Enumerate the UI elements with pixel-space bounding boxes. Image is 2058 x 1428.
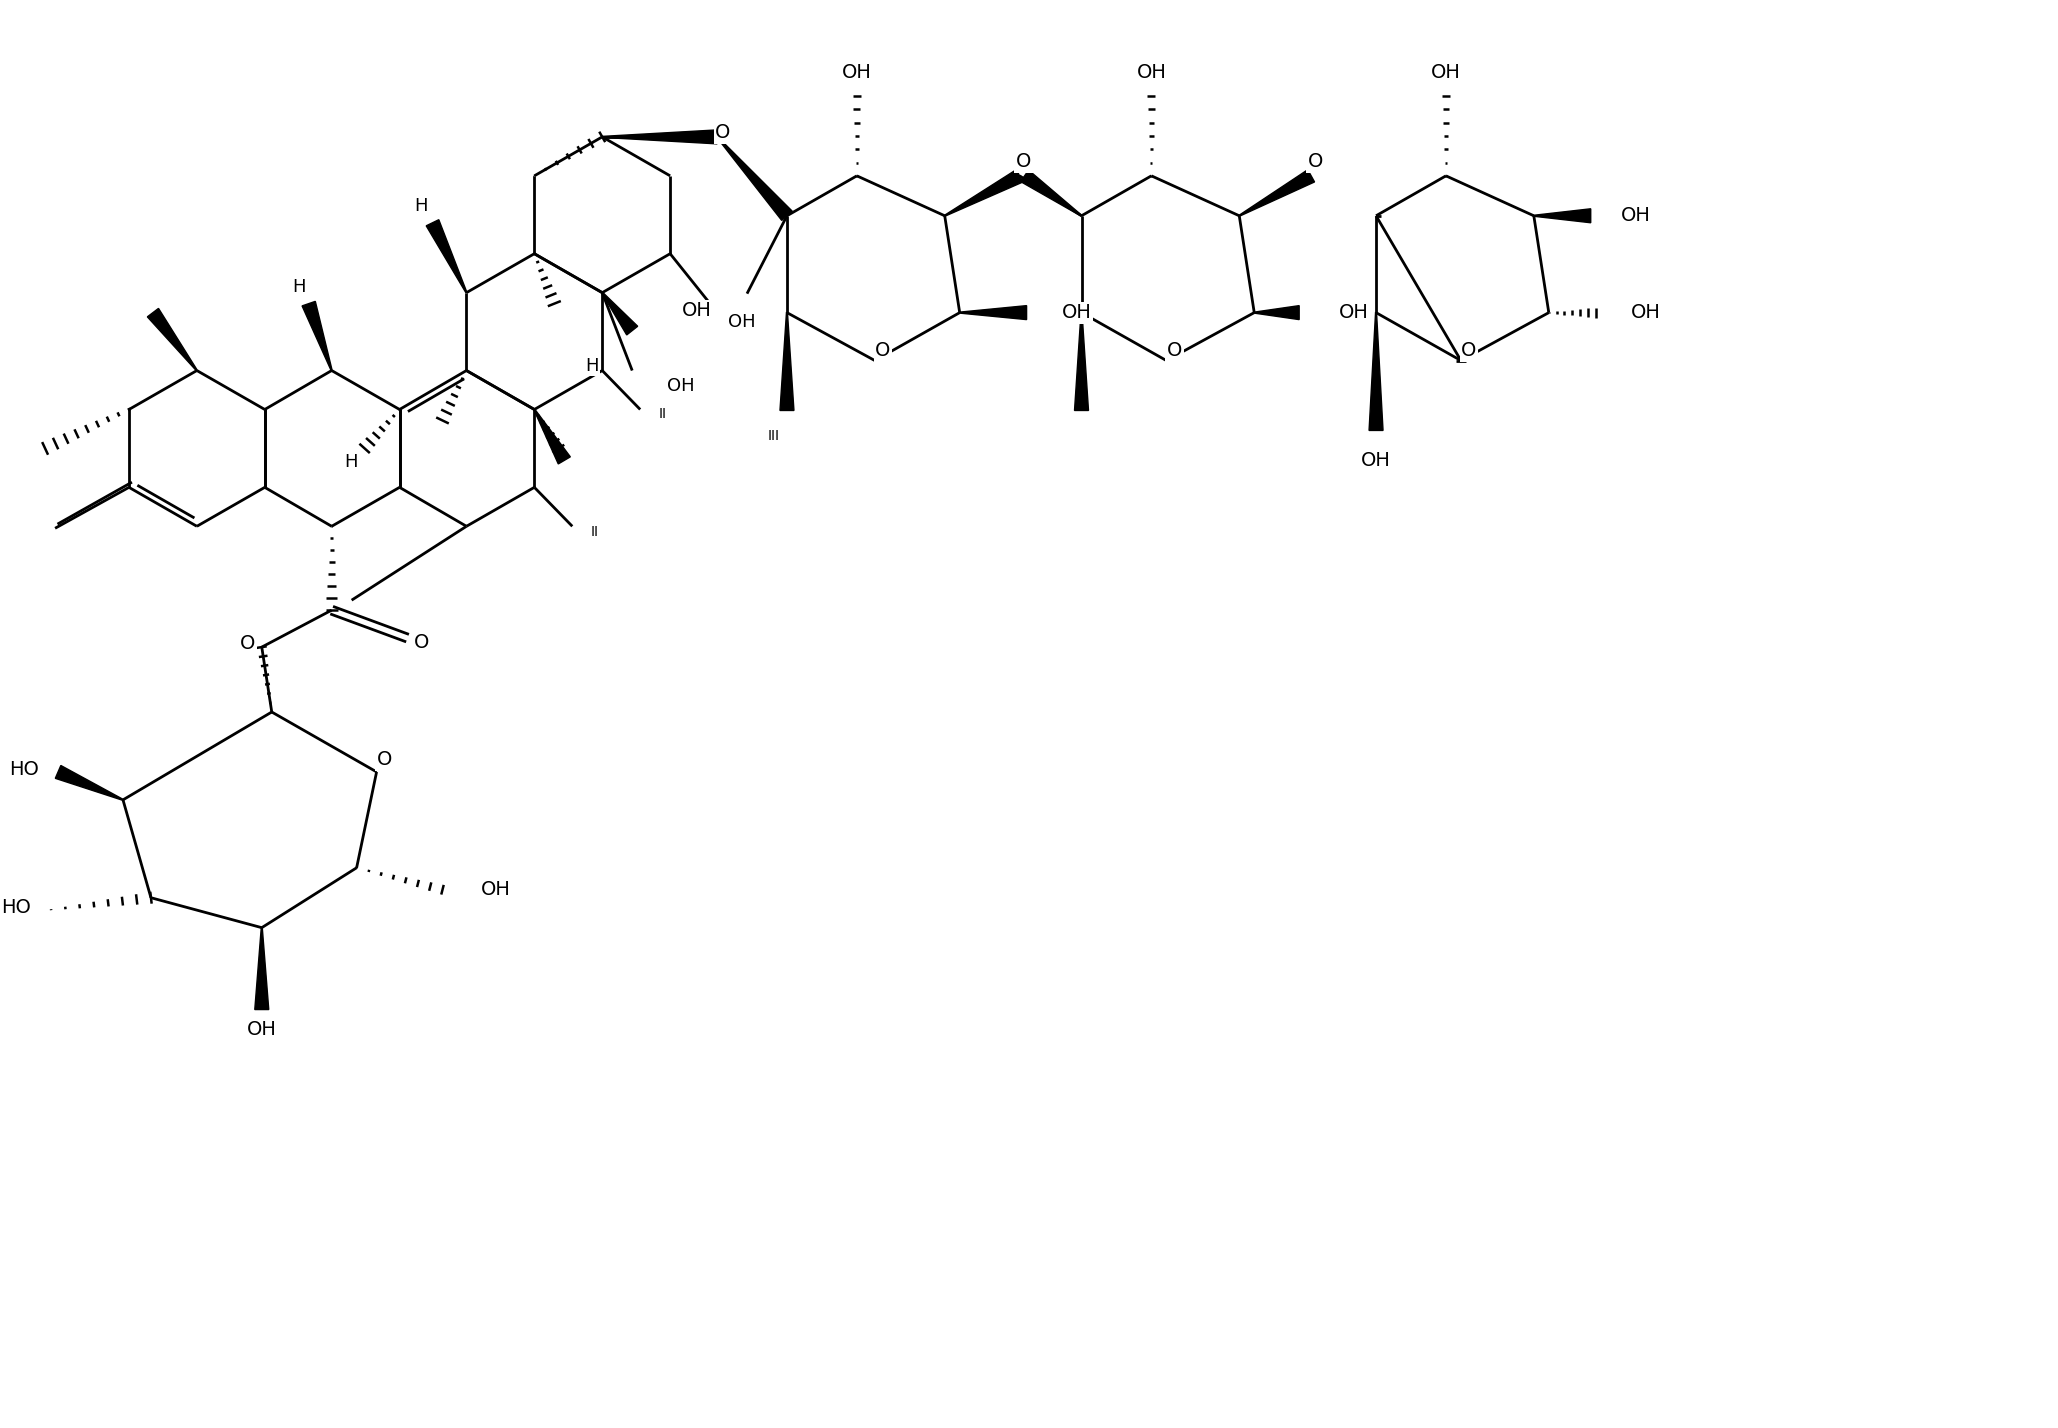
- Text: O: O: [377, 751, 393, 770]
- Polygon shape: [716, 137, 792, 220]
- Polygon shape: [1239, 170, 1315, 216]
- Text: O: O: [1017, 153, 1031, 171]
- Text: OH: OH: [1620, 206, 1651, 226]
- Polygon shape: [603, 130, 716, 144]
- Text: OH: OH: [1136, 63, 1167, 83]
- Text: OH: OH: [1360, 451, 1391, 470]
- Text: OH: OH: [1340, 303, 1369, 323]
- Text: OH: OH: [842, 63, 873, 83]
- Text: OH: OH: [1630, 303, 1661, 323]
- Text: OH: OH: [729, 313, 755, 331]
- Text: O: O: [716, 123, 731, 143]
- Polygon shape: [1074, 313, 1089, 410]
- Polygon shape: [148, 308, 198, 371]
- Polygon shape: [533, 410, 570, 464]
- Polygon shape: [426, 220, 467, 293]
- Text: O: O: [241, 634, 255, 653]
- Polygon shape: [1253, 306, 1299, 320]
- Text: OH: OH: [1062, 303, 1091, 323]
- Text: H: H: [587, 357, 599, 374]
- Polygon shape: [1533, 208, 1591, 223]
- Text: O: O: [1167, 341, 1181, 360]
- Polygon shape: [255, 928, 270, 1010]
- Text: III: III: [768, 430, 780, 444]
- Text: O: O: [875, 341, 891, 360]
- Text: OH: OH: [480, 880, 510, 900]
- Polygon shape: [1369, 313, 1383, 430]
- Text: O: O: [1307, 153, 1323, 171]
- Polygon shape: [56, 765, 123, 800]
- Text: H: H: [344, 453, 358, 471]
- Text: II: II: [591, 526, 599, 540]
- Polygon shape: [303, 301, 331, 371]
- Polygon shape: [1021, 170, 1083, 216]
- Polygon shape: [780, 313, 794, 410]
- Text: II: II: [659, 407, 667, 421]
- Text: HO: HO: [2, 898, 31, 917]
- Polygon shape: [945, 170, 1023, 216]
- Text: OH: OH: [667, 377, 696, 394]
- Text: H: H: [292, 277, 305, 296]
- Text: O: O: [414, 633, 430, 651]
- Text: HO: HO: [8, 761, 39, 780]
- Text: OH: OH: [247, 1020, 276, 1040]
- Text: H: H: [414, 197, 428, 214]
- Text: OH: OH: [681, 301, 712, 320]
- Text: OH: OH: [1430, 63, 1461, 83]
- Text: O: O: [1461, 341, 1476, 360]
- Polygon shape: [959, 306, 1027, 320]
- Polygon shape: [601, 293, 638, 336]
